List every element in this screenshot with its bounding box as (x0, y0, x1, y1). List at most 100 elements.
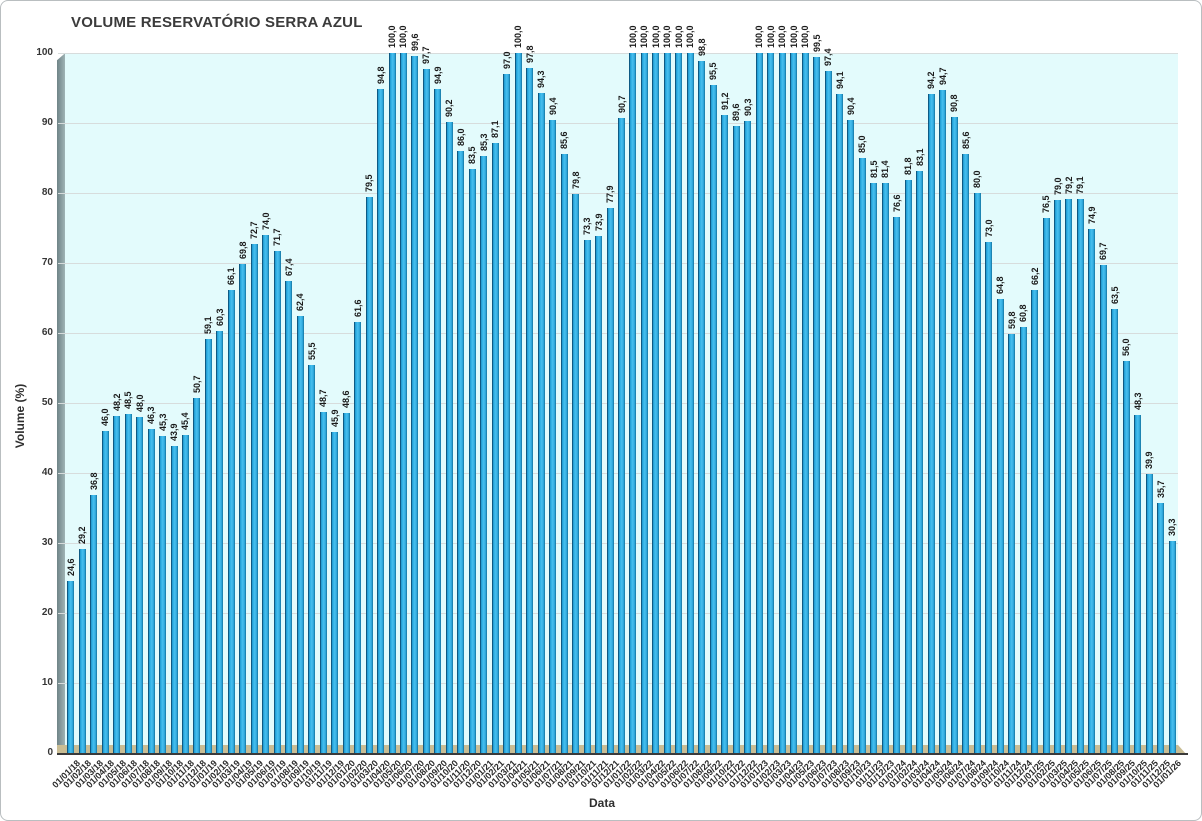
bar-value-label: 79,1 (1075, 176, 1086, 195)
bar (1065, 198, 1073, 753)
bar (755, 53, 763, 753)
bar (113, 415, 121, 753)
y-tick-label: 10 (41, 677, 53, 688)
bar-value-label: 100,0 (673, 25, 684, 48)
bar-value-label: 48,7 (318, 389, 329, 408)
bar-value-label: 79,0 (1052, 177, 1063, 195)
bar-value-label: 76,6 (891, 194, 902, 212)
bar (732, 125, 740, 753)
bar-value-label: 45,9 (329, 409, 340, 427)
y-tick-label: 50 (41, 397, 53, 408)
bar (1134, 414, 1142, 753)
bar-value-label: 100,0 (398, 25, 409, 48)
bar (663, 53, 671, 753)
bar (985, 242, 993, 753)
bar (618, 118, 625, 753)
bar-value-label: 73,9 (593, 213, 604, 231)
bar (342, 412, 350, 753)
bar (858, 158, 866, 753)
bar (411, 55, 419, 753)
bar (399, 53, 407, 753)
bar (606, 207, 614, 753)
bar-value-label: 85,3 (478, 133, 489, 151)
bar-value-label: 69,8 (237, 241, 248, 260)
bar (813, 56, 821, 753)
bar-value-label: 94,7 (937, 67, 948, 86)
bar (136, 417, 144, 753)
bar-value-label: 74,9 (1086, 206, 1097, 224)
bar (67, 580, 75, 753)
y-tick-label: 90 (41, 117, 53, 128)
bar-value-label: 66,2 (1029, 267, 1040, 285)
chart-3d-left-wall (57, 53, 65, 754)
bar-value-label: 100,0 (754, 25, 765, 48)
bar-value-label: 90,8 (949, 94, 960, 113)
bar-value-label: 63,5 (1109, 285, 1120, 304)
bar-value-label: 97,7 (421, 46, 432, 65)
bar-value-label: 97,0 (501, 51, 512, 69)
bar-value-label: 55,5 (306, 341, 317, 360)
bar (640, 53, 648, 753)
bar (1099, 265, 1107, 753)
bar (537, 92, 545, 753)
bar-value-label: 62,4 (295, 293, 306, 312)
bar (78, 548, 86, 753)
bar (950, 117, 958, 753)
bar-value-label: 90,4 (845, 97, 856, 116)
bar (904, 180, 912, 753)
bar (629, 53, 637, 753)
bar-value-label: 43,9 (169, 423, 179, 441)
bar (824, 71, 832, 753)
bar (262, 235, 270, 753)
bar (101, 431, 109, 753)
bar (468, 168, 476, 753)
bar (124, 413, 132, 753)
y-tick-label: 0 (47, 747, 53, 758)
bar (744, 120, 752, 753)
bar-value-label: 36,8 (88, 472, 99, 491)
bar (147, 428, 155, 753)
bar-value-label: 66,1 (226, 267, 237, 286)
bar-value-label: 94,9 (432, 66, 443, 84)
bar (480, 155, 488, 753)
bar (916, 171, 924, 753)
bar-value-label: 48,2 (111, 393, 122, 411)
bar-value-label: 100,0 (777, 25, 788, 48)
bar (881, 183, 889, 753)
bar (239, 264, 247, 753)
bar (675, 53, 683, 753)
y-tick-label: 20 (41, 607, 53, 618)
bar (181, 435, 189, 753)
bar (893, 216, 901, 753)
bar-value-label: 46,3 (146, 406, 157, 424)
bar-value-label: 48,5 (123, 390, 134, 409)
y-tick-label: 80 (41, 187, 53, 198)
bar-value-label: 95,5 (708, 61, 719, 80)
bar-value-label: 76,5 (1041, 194, 1052, 213)
bar (1088, 228, 1096, 753)
bar (709, 84, 717, 753)
bar-value-label: 81,5 (868, 159, 879, 178)
bar (767, 53, 775, 753)
bar (296, 316, 304, 753)
bar (996, 299, 1004, 753)
bar (503, 74, 511, 753)
bar-value-label: 71,7 (272, 228, 283, 247)
bar-value-label: 81,8 (903, 157, 914, 176)
bar (1008, 334, 1016, 753)
bar-value-label: 79,2 (1063, 176, 1074, 194)
bar (560, 153, 568, 753)
bar (514, 53, 522, 753)
bar-value-label: 73,3 (582, 217, 593, 235)
y-tick-label: 60 (41, 327, 53, 338)
bar-value-label: 94,8 (375, 66, 386, 85)
bar-value-label: 77,9 (605, 185, 616, 203)
bar (790, 53, 798, 753)
bar-value-label: 39,9 (1144, 451, 1155, 469)
bar (204, 339, 212, 753)
bar-value-label: 91,2 (719, 92, 730, 110)
bar-value-label: 83,5 (467, 145, 478, 164)
bar (365, 196, 373, 753)
y-tick-label: 40 (41, 467, 53, 478)
x-axis-line (57, 753, 1188, 755)
